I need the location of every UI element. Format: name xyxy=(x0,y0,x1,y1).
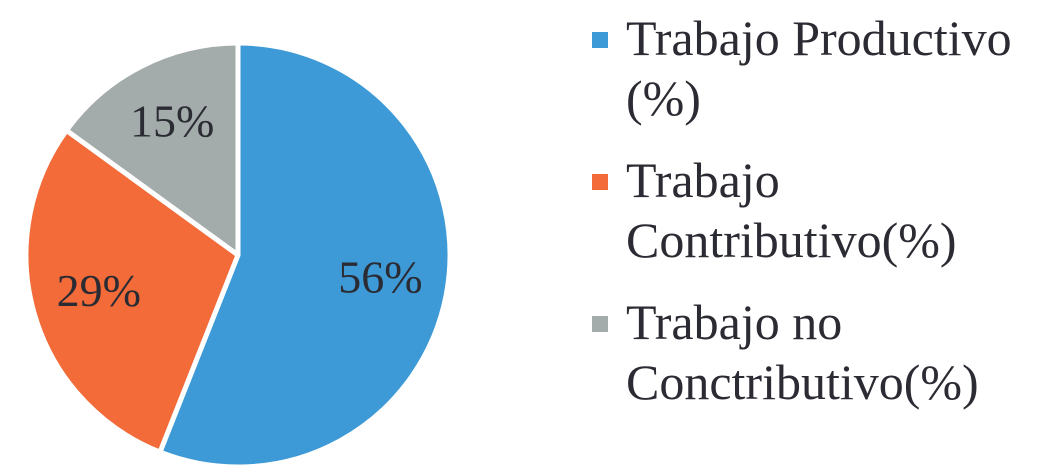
pie-slice xyxy=(23,127,241,455)
chart: 56% 29% 15% xyxy=(23,40,453,470)
legend-swatch xyxy=(592,174,608,190)
legend-swatch xyxy=(592,32,608,48)
data-label: 56% xyxy=(338,252,422,303)
legend-item: Trabajo Contributivo(%) xyxy=(592,150,1032,270)
pie-slice xyxy=(157,40,453,470)
legend-item: Trabajo Productivo (%) xyxy=(592,8,1032,128)
legend-swatch xyxy=(592,316,608,332)
legend-label: Trabajo Contributivo(%) xyxy=(626,152,957,268)
legend-label: Trabajo no Conctributivo(%) xyxy=(626,294,979,410)
data-label: 29% xyxy=(57,265,141,316)
pie-slice xyxy=(63,40,241,258)
legend-label: Trabajo Productivo (%) xyxy=(626,10,1012,126)
legend-item: Trabajo no Conctributivo(%) xyxy=(592,292,1032,412)
legend: Trabajo Productivo (%) Trabajo Contributi… xyxy=(592,8,1032,434)
data-label: 15% xyxy=(130,95,214,146)
